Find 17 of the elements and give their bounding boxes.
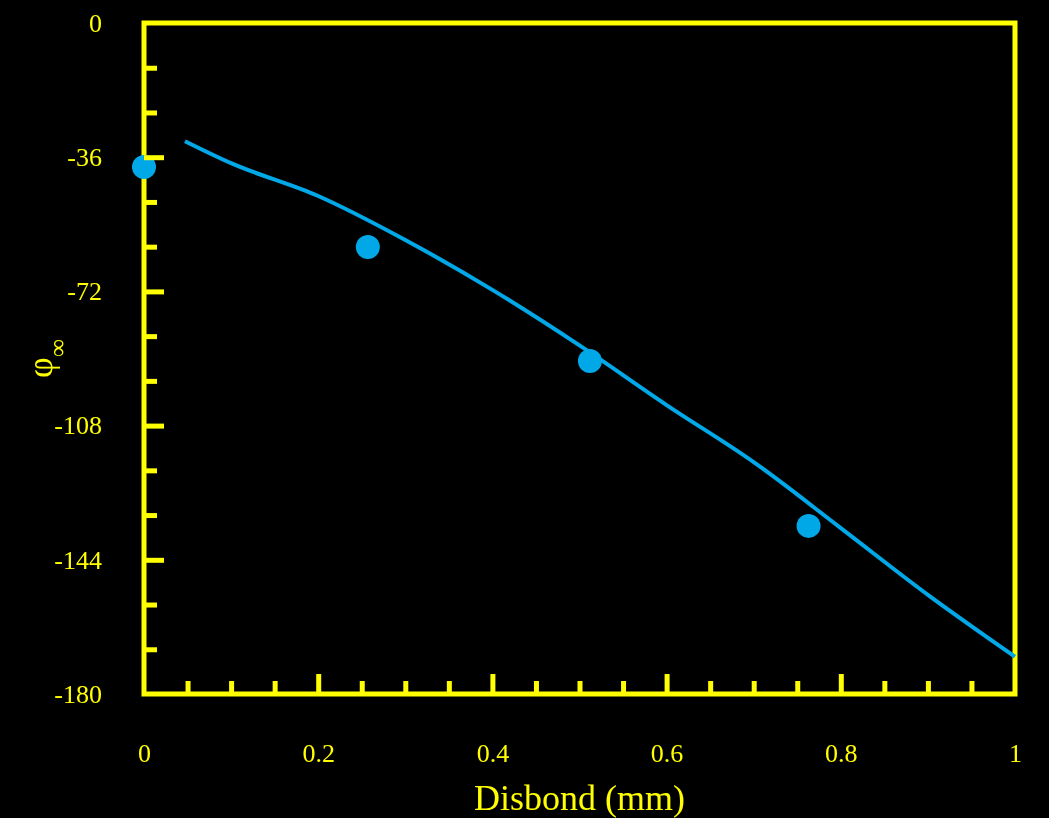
y-tick-label: -144 — [54, 545, 102, 575]
y-tick-label: -108 — [54, 411, 102, 441]
x-tick-label: 0.8 — [825, 739, 858, 769]
x-tick-label: 0.2 — [302, 739, 335, 769]
point — [132, 154, 156, 179]
x-tick-label: 0.6 — [650, 739, 684, 769]
x-tick-label: 0 — [138, 739, 151, 769]
x-tick-label: 0.4 — [476, 739, 510, 769]
point — [796, 513, 821, 538]
line-series — [182, 139, 1017, 659]
y-tick-label: -36 — [67, 143, 102, 173]
y-tick-label: -180 — [54, 679, 102, 709]
y-tick-label: 0 — [89, 8, 102, 38]
y-tick-label: -72 — [67, 277, 102, 307]
x-tick-label: 1 — [1009, 739, 1022, 769]
point — [355, 235, 380, 260]
x-axis-title: Disbond (mm) — [474, 778, 685, 818]
